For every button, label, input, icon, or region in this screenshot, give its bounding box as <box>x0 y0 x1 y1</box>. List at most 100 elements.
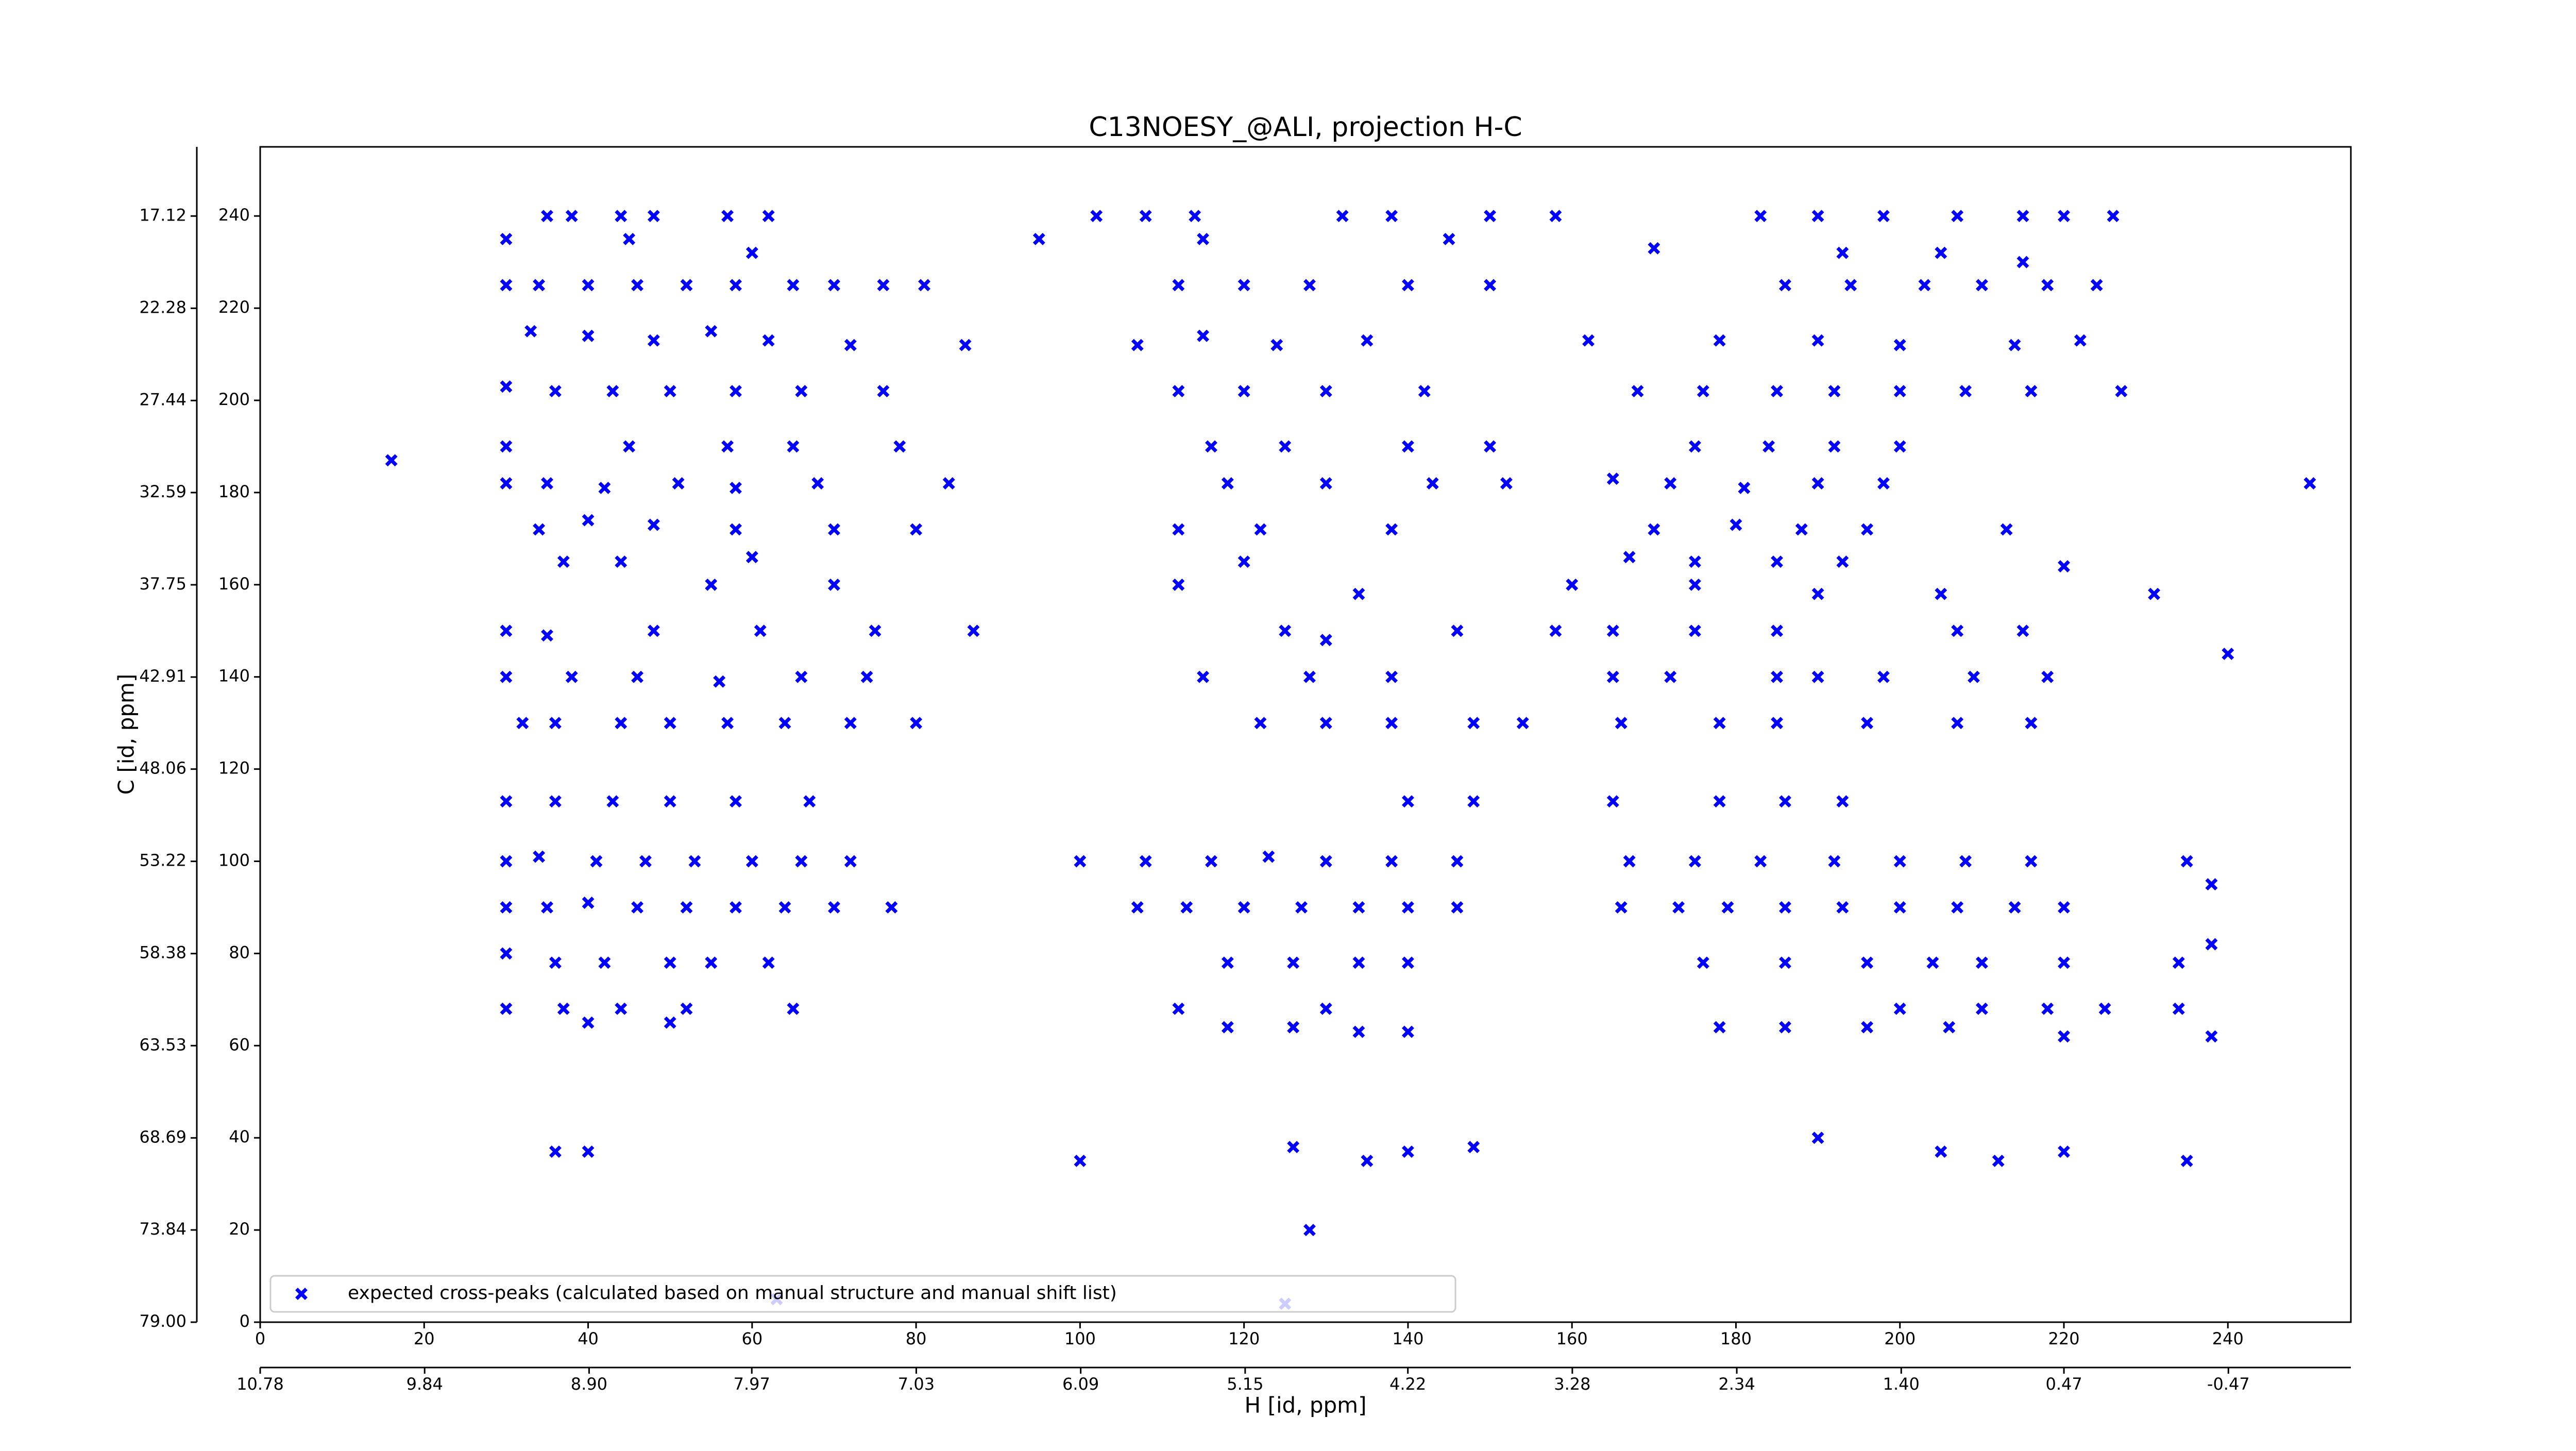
cross-peak <box>745 246 758 259</box>
y2-tick-label: 32.59 <box>139 482 187 501</box>
cross-peak <box>533 850 546 863</box>
cross-peak <box>1795 523 1808 536</box>
cross-peak <box>1238 555 1250 568</box>
y2-tick-label: 27.44 <box>139 390 187 409</box>
cross-peak <box>500 279 513 292</box>
cross-peak <box>1205 855 1217 868</box>
cross-peak <box>1943 1021 1956 1034</box>
cross-peak <box>721 210 734 223</box>
cross-peak <box>1189 210 1201 223</box>
cross-peak <box>844 339 857 351</box>
cross-peak <box>2148 587 2161 600</box>
cross-peak <box>1615 717 1628 730</box>
x2-tick-label: 2.34 <box>1718 1374 1755 1394</box>
cross-peak <box>918 279 930 292</box>
cross-peak <box>1836 246 1849 259</box>
cross-peak <box>1771 717 1783 730</box>
cross-peak <box>1951 717 1964 730</box>
cross-peak <box>1484 279 1497 292</box>
cross-peak <box>795 855 808 868</box>
cross-peak <box>2041 1002 2054 1015</box>
x-tick-label: 20 <box>414 1329 435 1348</box>
cross-peak <box>2041 279 2054 292</box>
cross-peak <box>1032 232 1045 245</box>
cross-peak <box>2107 210 2120 223</box>
cross-peak <box>664 956 676 969</box>
cross-peak <box>1893 339 1906 351</box>
x-tick-label: 180 <box>1720 1329 1752 1348</box>
cross-peak <box>1090 210 1103 223</box>
cross-peak <box>557 1002 570 1015</box>
cross-peak <box>1467 795 1480 808</box>
cross-peak <box>844 717 857 730</box>
x2-tick-label: -0.47 <box>2207 1374 2250 1394</box>
x2-tick-label: 0.47 <box>2045 1374 2082 1394</box>
cross-peak <box>1500 477 1513 490</box>
cross-peak <box>647 210 660 223</box>
cross-peak <box>1779 279 1791 292</box>
cross-peak <box>1361 1154 1374 1167</box>
cross-peak <box>1951 625 1964 637</box>
cross-peak <box>606 795 619 808</box>
cross-peak <box>1566 578 1579 591</box>
cross-peak <box>2016 256 2029 268</box>
cross-peak <box>1672 901 1685 914</box>
cross-peak <box>1861 1021 1874 1034</box>
cross-peak <box>1893 440 1906 453</box>
x-axis-label: H [id, ppm] <box>1245 1393 1367 1418</box>
cross-peak <box>582 1145 595 1158</box>
cross-peak <box>615 210 628 223</box>
y-tick-label: 0 <box>240 1311 250 1331</box>
cross-peak <box>877 279 890 292</box>
cross-peak <box>1877 670 1890 683</box>
cross-peak <box>1336 210 1349 223</box>
legend-marker <box>295 1288 308 1300</box>
cross-peak <box>557 555 570 568</box>
cross-peak <box>1254 523 1267 536</box>
cross-peak <box>1451 901 1464 914</box>
cross-peak <box>705 325 718 338</box>
cross-peak <box>705 578 718 591</box>
cross-peak <box>385 454 398 467</box>
cross-peak <box>1172 279 1185 292</box>
cross-peak <box>1836 901 1849 914</box>
x2-tick-label: 5.15 <box>1227 1374 1263 1394</box>
cross-peak <box>1319 385 1332 398</box>
cross-peak <box>2025 385 2038 398</box>
cross-peak <box>811 477 824 490</box>
cross-peak <box>1631 385 1644 398</box>
cross-peak <box>1771 670 1783 683</box>
cross-peak <box>1861 956 1874 969</box>
cross-peak <box>1303 670 1316 683</box>
cross-peak <box>1959 855 1972 868</box>
x2-tick-label: 7.97 <box>734 1374 770 1394</box>
legend-box <box>269 1275 1456 1313</box>
cross-peak <box>1172 523 1185 536</box>
x-tick-label: 60 <box>741 1329 762 1348</box>
cross-peak <box>500 670 513 683</box>
cross-peak <box>1893 1002 1906 1015</box>
cross-peak <box>828 279 840 292</box>
x-tick-label: 120 <box>1228 1329 1260 1348</box>
cross-peak <box>1516 717 1529 730</box>
cross-peak <box>1319 634 1332 647</box>
x-tick-label: 40 <box>578 1329 599 1348</box>
y-tick-label: 120 <box>218 758 250 778</box>
cross-peak <box>2074 334 2087 347</box>
cross-peak <box>533 279 546 292</box>
cross-peak <box>1688 625 1701 637</box>
cross-peak <box>1401 901 1414 914</box>
cross-peak <box>2058 1145 2070 1158</box>
cross-peak <box>615 555 628 568</box>
cross-peak <box>1401 956 1414 969</box>
y2-tick-label: 63.53 <box>139 1035 187 1054</box>
cross-peak <box>598 956 611 969</box>
cross-peak <box>500 625 513 637</box>
cross-peak <box>1221 477 1234 490</box>
cross-peak <box>1713 795 1726 808</box>
cross-peak <box>1975 1002 1988 1015</box>
cross-peak <box>1721 901 1734 914</box>
y-tick-label: 80 <box>229 942 250 962</box>
cross-peak <box>647 625 660 637</box>
cross-peak <box>1287 1141 1300 1154</box>
